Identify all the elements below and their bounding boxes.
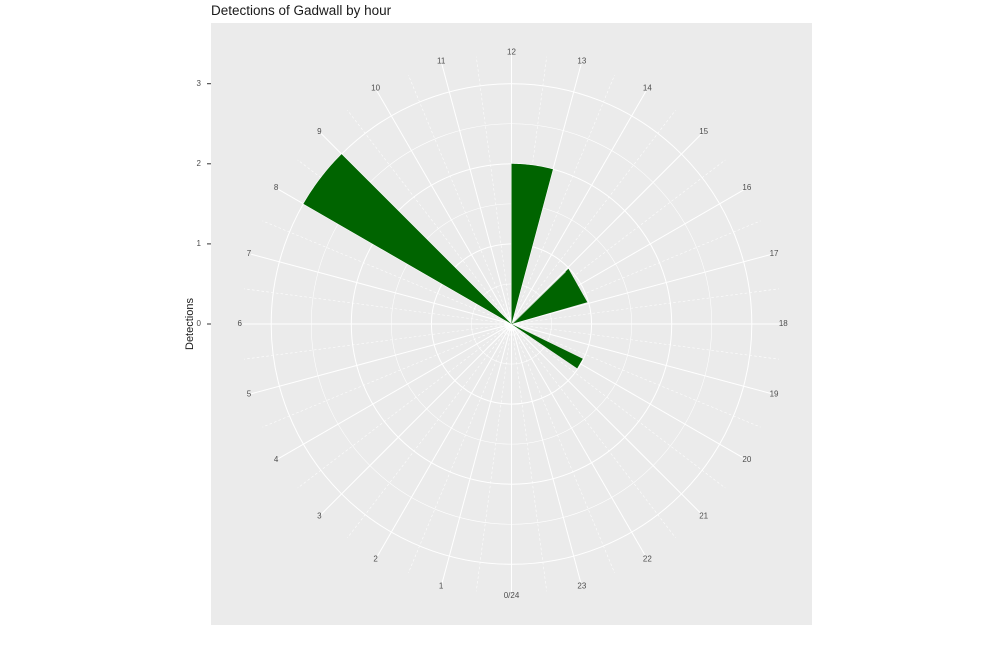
- svg-text:0: 0: [197, 319, 202, 328]
- svg-text:3: 3: [317, 511, 322, 520]
- svg-text:1: 1: [197, 239, 202, 248]
- svg-text:17: 17: [770, 249, 779, 258]
- svg-text:15: 15: [699, 127, 708, 136]
- svg-text:2: 2: [373, 554, 378, 563]
- svg-text:9: 9: [317, 127, 322, 136]
- svg-text:23: 23: [577, 582, 586, 591]
- svg-text:5: 5: [247, 389, 252, 398]
- svg-text:1: 1: [439, 582, 444, 591]
- svg-text:8: 8: [274, 183, 279, 192]
- svg-text:20: 20: [742, 455, 751, 464]
- svg-text:11: 11: [437, 57, 446, 66]
- svg-text:4: 4: [274, 455, 279, 464]
- svg-text:21: 21: [699, 511, 708, 520]
- svg-text:13: 13: [577, 57, 586, 66]
- svg-text:2: 2: [197, 159, 202, 168]
- svg-text:22: 22: [643, 554, 652, 563]
- svg-text:3: 3: [197, 79, 202, 88]
- svg-text:0/24: 0/24: [504, 591, 520, 600]
- svg-text:10: 10: [371, 84, 380, 93]
- svg-text:12: 12: [507, 47, 516, 56]
- svg-text:7: 7: [247, 249, 252, 258]
- svg-text:14: 14: [643, 84, 652, 93]
- svg-text:Detections: Detections: [184, 298, 196, 350]
- svg-text:16: 16: [742, 183, 751, 192]
- svg-text:Detections of Gadwall by hour: Detections of Gadwall by hour: [211, 3, 392, 18]
- svg-text:6: 6: [237, 319, 242, 328]
- svg-text:19: 19: [770, 389, 779, 398]
- svg-text:18: 18: [779, 319, 788, 328]
